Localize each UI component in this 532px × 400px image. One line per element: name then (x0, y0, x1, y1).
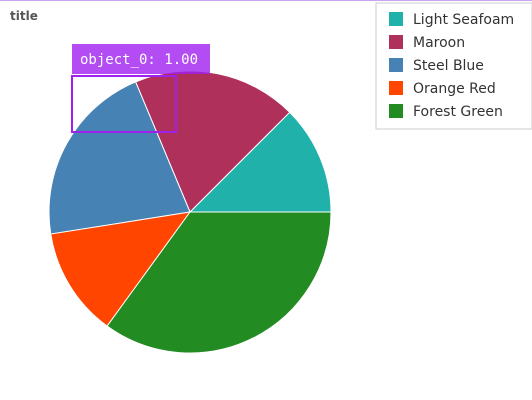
legend-swatch-steel-blue (389, 58, 403, 72)
legend-swatch-light-seafoam (389, 12, 403, 26)
legend: Light Seafoam Maroon Steel Blue Orange Red F… (375, 2, 532, 130)
legend-label-forest-green: Forest Green (413, 104, 503, 120)
legend-swatch-maroon (389, 35, 403, 49)
pie-slice-forest-green (106, 211, 332, 354)
legend-swatch-orange-red (389, 81, 403, 95)
pie-slice-light-seafoam (188, 111, 332, 213)
annotation-label-background (72, 44, 210, 74)
legend-label-steel-blue: Steel Blue (413, 58, 484, 74)
annotation-box (71, 75, 177, 133)
legend-label-orange-red: Orange Red (413, 81, 496, 97)
pie-slices (48, 70, 332, 354)
annotation-label: object_0: 1.00 (80, 52, 198, 68)
legend-label-maroon: Maroon (413, 35, 465, 51)
legend-label-light-seafoam: Light Seafoam (413, 12, 514, 28)
pie-slice-maroon (134, 70, 291, 213)
top-border-line (0, 0, 532, 1)
legend-swatch-forest-green (389, 104, 403, 118)
pie-slice-orange-red (50, 211, 192, 327)
detection-annotation: object_0: 1.00 (71, 44, 210, 133)
chart-title: title (10, 9, 38, 23)
pie-slice-steel-blue (48, 81, 191, 235)
